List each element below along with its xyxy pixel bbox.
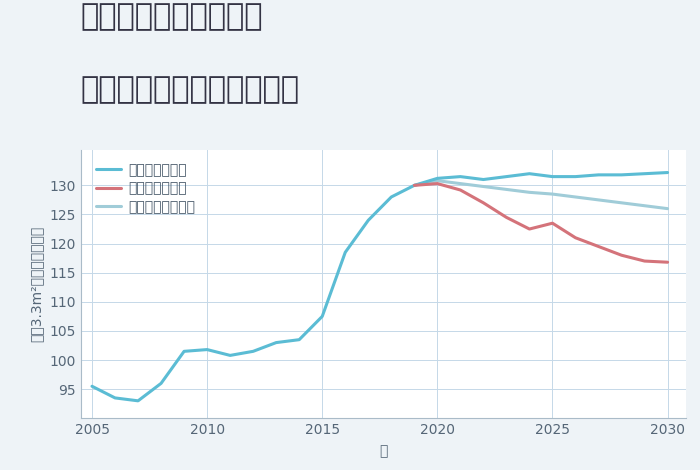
ノーマルシナリオ bbox=[640, 203, 649, 209]
ノーマルシナリオ bbox=[594, 197, 603, 203]
Text: 兵庫県姫路市東辻井の: 兵庫県姫路市東辻井の bbox=[80, 2, 263, 31]
グッドシナリオ bbox=[640, 171, 649, 177]
バッドシナリオ bbox=[480, 200, 488, 206]
バッドシナリオ bbox=[548, 220, 556, 226]
バッドシナリオ bbox=[664, 259, 672, 265]
ノーマルシナリオ bbox=[502, 187, 510, 192]
グッドシナリオ bbox=[341, 250, 349, 255]
グッドシナリオ bbox=[456, 174, 465, 180]
グッドシナリオ bbox=[226, 352, 234, 358]
ノーマルシナリオ bbox=[571, 194, 580, 200]
Legend: グッドシナリオ, バッドシナリオ, ノーマルシナリオ: グッドシナリオ, バッドシナリオ, ノーマルシナリオ bbox=[94, 160, 198, 217]
ノーマルシナリオ bbox=[456, 181, 465, 187]
グッドシナリオ bbox=[272, 340, 281, 345]
グッドシナリオ bbox=[157, 381, 165, 386]
Y-axis label: 坪（3.3m²）単価（万円）: 坪（3.3m²）単価（万円） bbox=[29, 226, 43, 343]
グッドシナリオ bbox=[502, 174, 510, 180]
グッドシナリオ bbox=[571, 174, 580, 180]
グッドシナリオ bbox=[295, 337, 303, 343]
バッドシナリオ bbox=[410, 182, 419, 188]
Text: 中古マンションの価格推移: 中古マンションの価格推移 bbox=[80, 75, 300, 104]
グッドシナリオ bbox=[318, 313, 326, 319]
グッドシナリオ bbox=[88, 384, 96, 389]
Line: グッドシナリオ: グッドシナリオ bbox=[92, 172, 668, 401]
Line: バッドシナリオ: バッドシナリオ bbox=[414, 184, 668, 262]
グッドシナリオ bbox=[249, 349, 258, 354]
グッドシナリオ bbox=[203, 347, 211, 352]
バッドシナリオ bbox=[571, 235, 580, 241]
ノーマルシナリオ bbox=[525, 189, 533, 195]
Line: ノーマルシナリオ: ノーマルシナリオ bbox=[414, 180, 668, 209]
バッドシナリオ bbox=[456, 187, 465, 193]
グッドシナリオ bbox=[410, 182, 419, 188]
グッドシナリオ bbox=[525, 171, 533, 177]
グッドシナリオ bbox=[180, 349, 188, 354]
ノーマルシナリオ bbox=[433, 178, 442, 183]
グッドシナリオ bbox=[387, 194, 395, 200]
ノーマルシナリオ bbox=[617, 200, 626, 206]
バッドシナリオ bbox=[502, 215, 510, 220]
X-axis label: 年: 年 bbox=[379, 444, 387, 458]
ノーマルシナリオ bbox=[664, 206, 672, 212]
グッドシナリオ bbox=[134, 398, 142, 404]
バッドシナリオ bbox=[433, 181, 442, 187]
バッドシナリオ bbox=[640, 258, 649, 264]
グッドシナリオ bbox=[548, 174, 556, 180]
グッドシナリオ bbox=[433, 175, 442, 181]
ノーマルシナリオ bbox=[548, 191, 556, 197]
バッドシナリオ bbox=[594, 243, 603, 249]
グッドシナリオ bbox=[664, 170, 672, 175]
グッドシナリオ bbox=[111, 395, 119, 401]
グッドシナリオ bbox=[617, 172, 626, 178]
バッドシナリオ bbox=[525, 226, 533, 232]
ノーマルシナリオ bbox=[480, 184, 488, 189]
グッドシナリオ bbox=[594, 172, 603, 178]
グッドシナリオ bbox=[480, 177, 488, 182]
バッドシナリオ bbox=[617, 252, 626, 258]
グッドシナリオ bbox=[364, 218, 372, 223]
ノーマルシナリオ bbox=[410, 182, 419, 188]
